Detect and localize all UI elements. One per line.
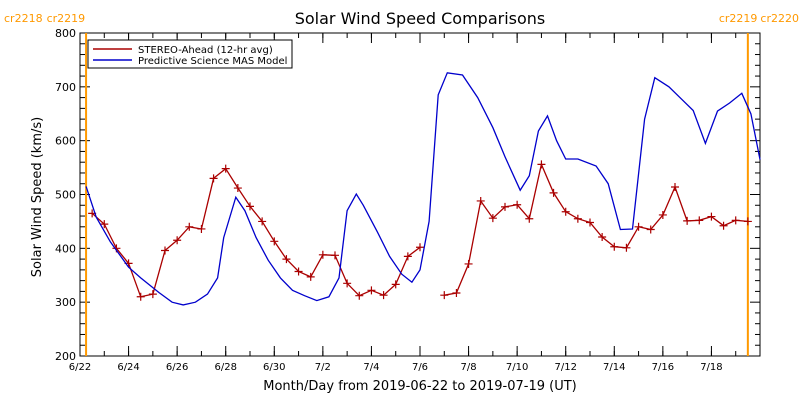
data-point-marker [598, 233, 607, 242]
chart-title: Solar Wind Speed Comparisons [295, 9, 546, 28]
data-point-marker [343, 279, 352, 288]
x-tick-label: 7/16 [652, 362, 674, 373]
data-point-marker [464, 259, 473, 268]
x-tick-label: 7/8 [461, 362, 477, 373]
data-point-marker [173, 236, 182, 245]
data-point-marker [440, 291, 449, 300]
data-point-marker [683, 216, 692, 225]
data-point-marker [355, 291, 364, 300]
data-point-marker [221, 164, 230, 173]
x-tick-label: 6/28 [214, 362, 236, 373]
data-point-marker [549, 188, 558, 197]
data-point-marker [416, 243, 424, 252]
carrington-label-left: cr2219 [719, 12, 758, 25]
x-tick-label: 6/24 [117, 362, 139, 373]
y-tick-label: 300 [55, 296, 76, 309]
data-point-marker [695, 216, 704, 225]
x-tick-label: 6/22 [69, 362, 91, 373]
data-point-marker [501, 202, 509, 211]
series-stereo-ahead [88, 160, 752, 301]
x-tick-label: 7/10 [506, 362, 528, 373]
data-point-marker [185, 222, 194, 231]
data-point-marker [258, 217, 267, 226]
data-point-marker [719, 221, 728, 230]
legend-box [87, 39, 293, 69]
data-point-marker [537, 160, 546, 169]
series-layer [85, 72, 761, 306]
data-point-marker [622, 243, 631, 252]
data-point-marker [294, 267, 303, 276]
data-point-marker [707, 212, 716, 221]
y-tick-label: 500 [55, 189, 76, 202]
legend: STEREO-Ahead (12-hr avg)Predictive Scien… [87, 39, 293, 69]
data-point-marker [379, 291, 388, 300]
y-tick-label: 200 [55, 350, 76, 363]
data-point-marker [391, 280, 400, 289]
carrington-label-right: cr2220 [760, 12, 799, 25]
data-point-marker [246, 202, 254, 211]
data-point-marker [634, 222, 643, 231]
data-point-marker [209, 174, 218, 183]
data-point-marker [488, 214, 497, 223]
plot-frame: 200 300 400 500 600 700 800 6/22 6/24 6/26 6/28 6/3… [55, 27, 761, 373]
x-tick-label: 6/30 [263, 362, 285, 373]
legend-label: Predictive Science MAS Model [138, 56, 287, 67]
y-tick-label: 400 [55, 242, 76, 255]
y-tick-label: 700 [55, 81, 76, 94]
carrington-label-left: cr2218 [4, 12, 43, 25]
data-point-marker [318, 250, 327, 259]
data-point-marker [403, 252, 412, 261]
x-axis-title: Month/Day from 2019-06-22 to 2019-07-19 … [263, 379, 576, 394]
series-mas-model [85, 72, 761, 306]
x-tick-label: 7/14 [603, 362, 625, 373]
data-point-marker [100, 220, 109, 229]
data-point-marker [658, 210, 667, 219]
data-point-marker [136, 292, 145, 301]
x-tick-label: 7/4 [363, 362, 379, 373]
x-tick-label: 6/26 [166, 362, 188, 373]
data-point-marker [573, 214, 582, 223]
carrington-label-right: cr2219 [47, 12, 86, 25]
series-line [91, 167, 421, 298]
data-point-marker [743, 217, 752, 226]
y-axis-title: Solar Wind Speed (km/s) [30, 117, 45, 277]
data-point-marker [610, 242, 619, 251]
x-tick-label: 7/12 [554, 362, 576, 373]
x-tick-label: 7/2 [315, 362, 331, 373]
series-line [444, 162, 748, 296]
series-line [85, 72, 761, 306]
data-point-marker [586, 218, 594, 227]
plot-border [79, 32, 761, 357]
data-point-marker [476, 196, 485, 205]
legend-label: STEREO-Ahead (12-hr avg) [138, 45, 273, 56]
x-tick-label: 7/18 [700, 362, 722, 373]
data-point-marker [731, 216, 740, 225]
data-point-marker [197, 224, 206, 233]
data-point-marker [525, 214, 534, 223]
data-point-marker [306, 272, 315, 281]
data-point-marker [148, 290, 157, 299]
x-tick-label: 7/6 [412, 362, 428, 373]
data-point-marker [646, 225, 655, 234]
carrington-markers: cr2218 cr2219 cr2219 cr2220 [4, 12, 799, 356]
data-point-marker [270, 237, 279, 246]
data-point-marker [367, 286, 376, 295]
y-tick-label: 600 [55, 135, 76, 148]
data-point-marker [452, 289, 461, 298]
data-point-marker [671, 182, 679, 191]
data-point-marker [561, 207, 570, 216]
data-point-marker [233, 184, 242, 193]
data-point-marker [282, 255, 291, 264]
y-tick-label: 800 [55, 27, 76, 40]
data-point-marker [513, 200, 522, 209]
data-point-marker [331, 251, 339, 260]
data-point-marker [161, 246, 169, 255]
